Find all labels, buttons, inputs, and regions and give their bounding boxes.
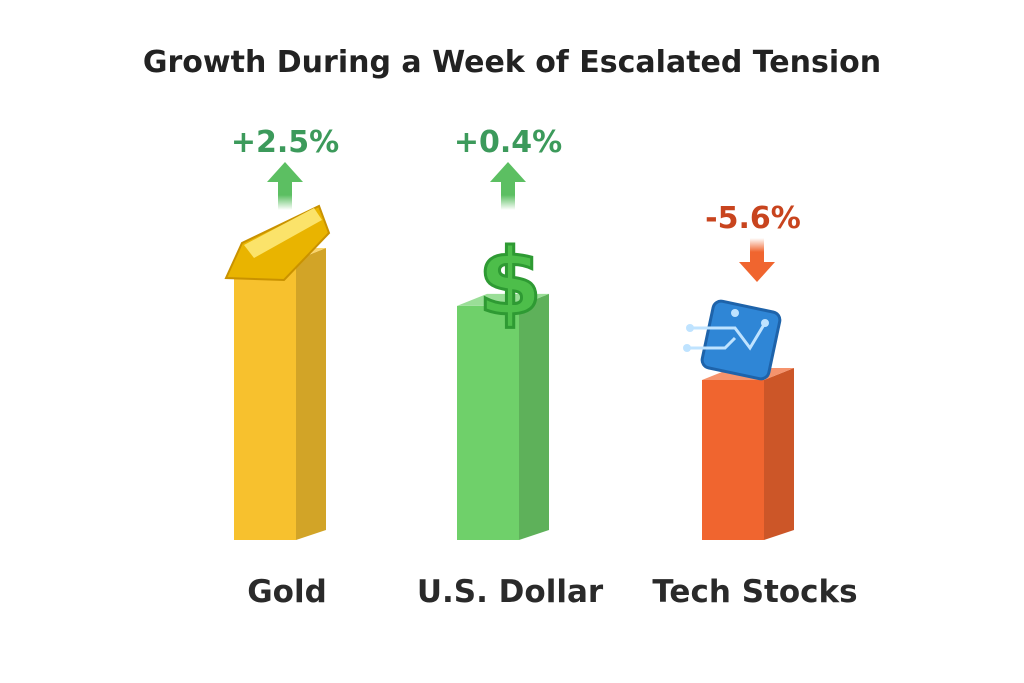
gold-bar-icon xyxy=(224,204,331,282)
arrow-up-icon xyxy=(267,162,303,210)
bar-front xyxy=(702,380,764,540)
category-label: Tech Stocks xyxy=(652,574,857,610)
dollar-sign-icon: $ xyxy=(476,227,543,337)
category-label: U.S. Dollar xyxy=(417,574,604,610)
circuit-chip-icon xyxy=(683,299,782,381)
bar-front xyxy=(234,260,296,540)
bar-side xyxy=(296,248,326,540)
arrow-down-icon xyxy=(739,238,775,282)
data-label: +0.4% xyxy=(454,125,562,160)
bar-u-s-dollar: $ +0.4% U.S. Dollar xyxy=(417,125,604,610)
bar-gold: +2.5% Gold xyxy=(224,125,339,610)
data-label: +2.5% xyxy=(231,125,339,160)
arrow-up-icon xyxy=(490,162,526,210)
bar-tech-stocks: -5.6% Tech Stocks xyxy=(652,201,857,610)
category-label: Gold xyxy=(247,574,327,610)
bar-top xyxy=(457,293,549,306)
chart-title: Growth During a Week of Escalated Tensio… xyxy=(143,45,881,80)
data-label: -5.6% xyxy=(705,201,801,236)
svg-text:$: $ xyxy=(478,229,542,336)
bar-front xyxy=(457,305,519,540)
bar-side xyxy=(764,368,794,540)
bar-side xyxy=(519,293,549,540)
